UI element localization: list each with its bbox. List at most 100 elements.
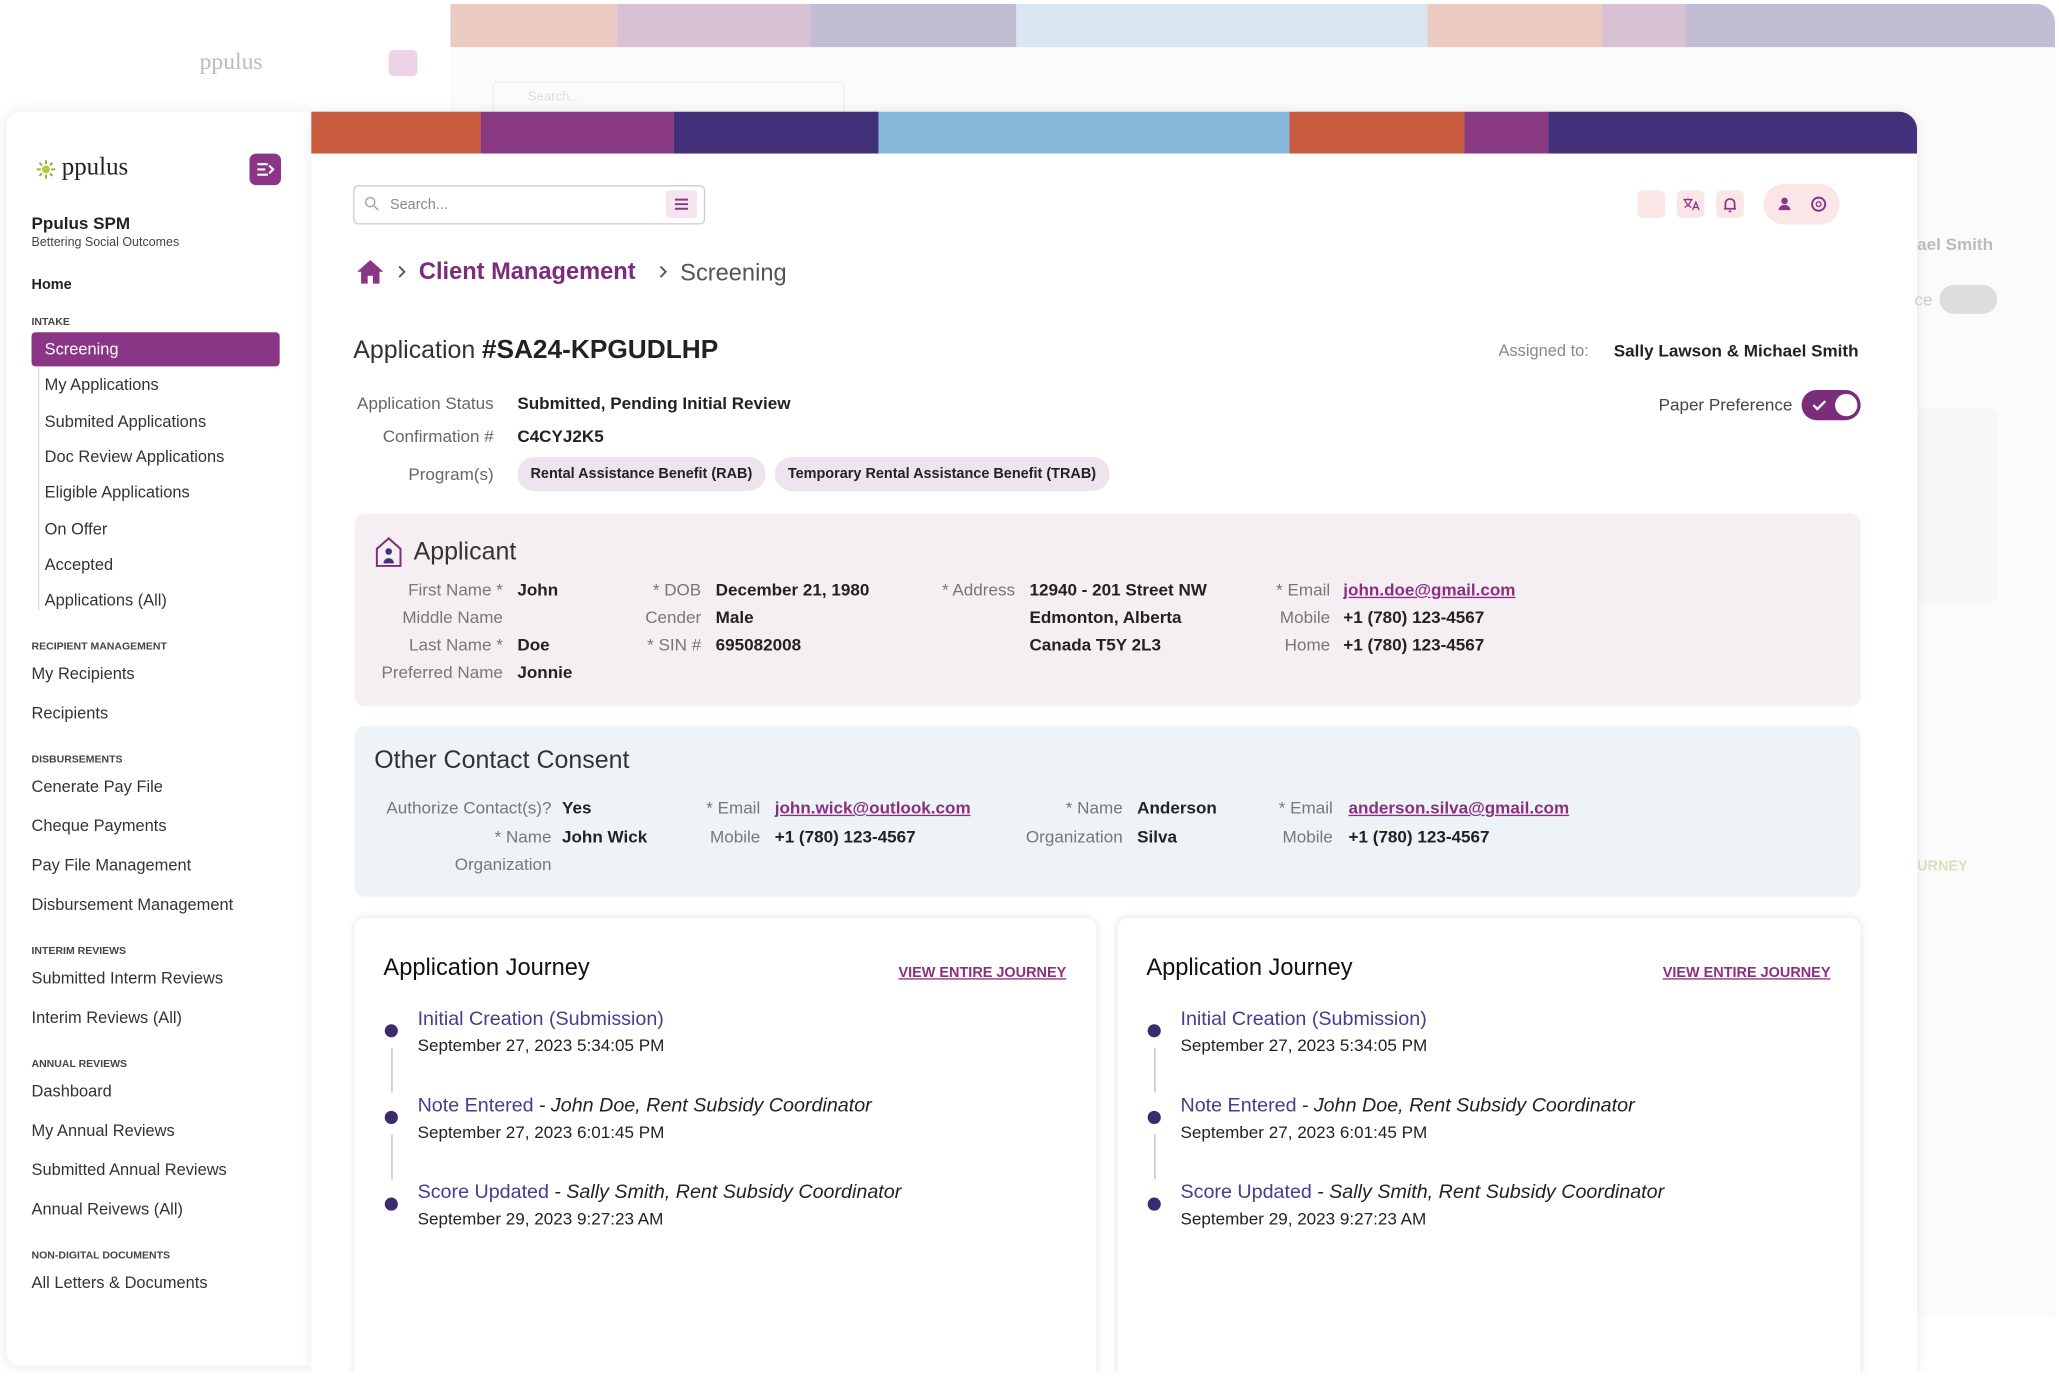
field-value: +1 (780) 123-4567 bbox=[1343, 634, 1485, 655]
nav-item[interactable]: My Applications bbox=[44, 375, 159, 395]
user-settings-icons bbox=[1778, 196, 1827, 212]
nav-item[interactable]: My Annual Reviews bbox=[31, 1121, 175, 1140]
nav-section-title: RECIPIENT MANAGEMENT bbox=[31, 640, 167, 653]
section-title: Other Contact Consent bbox=[374, 747, 630, 775]
field-value: Canada T5Y 2L3 bbox=[1029, 634, 1162, 655]
bg-logo: ppulus bbox=[199, 47, 263, 75]
bg-search: Search... bbox=[527, 89, 581, 105]
event-detail: - Sally Smith, Rent Subsidy Coordinator bbox=[1317, 1181, 1665, 1204]
timeline-line bbox=[1154, 1134, 1156, 1180]
application-label: Application bbox=[353, 336, 476, 365]
field-label: Program(s) bbox=[408, 464, 494, 484]
timeline-dot bbox=[1147, 1197, 1161, 1211]
nav-active bbox=[31, 332, 280, 367]
sidebar-toggle[interactable] bbox=[249, 153, 282, 186]
program-pill: Temporary Rental Assistance Benefit (TRA… bbox=[774, 456, 1110, 492]
translate-icon bbox=[1683, 198, 1700, 211]
field-label: * Name bbox=[494, 825, 552, 846]
user-settings-group[interactable] bbox=[1763, 183, 1840, 225]
field-value: +1 (780) 123-4567 bbox=[1348, 825, 1490, 846]
bg-color-bar bbox=[450, 3, 2056, 48]
field-value: +1 (780) 123-4567 bbox=[1343, 607, 1485, 628]
field-label: Organization bbox=[454, 854, 552, 874]
nav-item[interactable]: Submitted Annual Reviews bbox=[31, 1160, 227, 1180]
nav-item-active[interactable]: Screening bbox=[44, 340, 119, 359]
field-label: Cender bbox=[645, 607, 702, 628]
journey-event: Initial Creation (Submission) bbox=[418, 1008, 664, 1030]
bg-journey: URNEY bbox=[1917, 858, 1968, 875]
field-value: Edmonton, Alberta bbox=[1029, 607, 1182, 628]
nav-item[interactable]: Pay File Management bbox=[31, 856, 192, 875]
toggle-knob bbox=[1812, 393, 1858, 417]
event-name: Note Entered bbox=[1180, 1094, 1297, 1117]
journey-title: Application Journey bbox=[383, 953, 590, 981]
application-number: #SA24-KPGUDLHP bbox=[481, 335, 719, 365]
assigned-label: Assigned to: bbox=[1498, 341, 1589, 360]
event-name: Score Updated bbox=[1180, 1181, 1312, 1204]
field-label: Last Name * bbox=[408, 634, 503, 655]
journey-card bbox=[1117, 917, 1861, 1373]
timeline-dot bbox=[384, 1197, 398, 1211]
timeline-dot bbox=[384, 1024, 398, 1038]
field-label: Confirmation # bbox=[382, 426, 494, 446]
event-date: September 27, 2023 5:34:05 PM bbox=[1180, 1035, 1428, 1056]
application-title: Application #SA24-KPGUDLHP bbox=[353, 335, 718, 365]
nav-item[interactable]: My Recipients bbox=[31, 664, 135, 683]
field-label: Mobile bbox=[709, 825, 761, 846]
field-value: John Wick bbox=[562, 825, 648, 846]
timeline-line bbox=[391, 1134, 393, 1180]
field-label: Middle Name bbox=[402, 607, 503, 628]
journey-link[interactable]: VIEW ENTIRE JOURNEY bbox=[1662, 965, 1831, 981]
nav-item[interactable]: Disbursement Management bbox=[31, 895, 234, 915]
nav-item[interactable]: Submitted Interm Reviews bbox=[31, 969, 224, 988]
notification-button[interactable] bbox=[1716, 190, 1744, 218]
section-title: Applicant bbox=[413, 538, 517, 566]
search-box[interactable] bbox=[353, 185, 706, 225]
journey-event: Score Updated - Sally Smith, Rent Subsidy… bbox=[1180, 1181, 1664, 1203]
field-value: Yes bbox=[562, 797, 592, 818]
email-link[interactable]: john.doe@gmail.com bbox=[1343, 579, 1516, 600]
nav-item[interactable]: Cheque Payments bbox=[31, 816, 167, 836]
timeline-dot bbox=[1147, 1024, 1161, 1038]
breadcrumb-link[interactable]: Client Management bbox=[418, 258, 636, 285]
nav-item[interactable]: Interim Reviews (All) bbox=[31, 1008, 183, 1027]
nav-item[interactable]: Recipients bbox=[31, 703, 109, 723]
nav-item[interactable]: Eligible Applications bbox=[44, 483, 190, 502]
journey-link[interactable]: VIEW ENTIRE JOURNEY bbox=[898, 965, 1067, 981]
email-link[interactable]: anderson.silva@gmail.com bbox=[1348, 797, 1570, 818]
toggle-icon bbox=[257, 163, 275, 176]
field-value: Anderson bbox=[1137, 797, 1217, 818]
field-label: Preferred Name bbox=[381, 662, 503, 683]
timeline-line bbox=[1154, 1047, 1156, 1093]
nav-item[interactable]: Accepted bbox=[44, 555, 114, 574]
program-pill: Rental Assistance Benefit (RAB) bbox=[517, 456, 766, 492]
field-label: * DOB bbox=[652, 579, 702, 600]
home-icon[interactable] bbox=[356, 259, 385, 285]
org-name: Ppulus SPM bbox=[31, 213, 131, 234]
paper-toggle[interactable] bbox=[1801, 389, 1861, 421]
icon-button[interactable] bbox=[1637, 190, 1666, 218]
breadcrumb-current: Screening bbox=[680, 259, 787, 286]
bg-assigned: ael Smith bbox=[1917, 234, 1994, 255]
applicant-card bbox=[354, 513, 1861, 707]
nav-item[interactable]: On Offer bbox=[44, 519, 108, 538]
email-link[interactable]: john.wick@outlook.com bbox=[774, 797, 971, 818]
nav-section-title: NON-DIGITAL DOCUMENTS bbox=[31, 1249, 171, 1262]
journey-event: Note Entered - John Doe, Rent Subsidy Coo… bbox=[1180, 1094, 1634, 1116]
nav-rail bbox=[38, 367, 40, 611]
field-value: +1 (780) 123-4567 bbox=[774, 825, 916, 846]
nav-item[interactable]: Submited Applications bbox=[44, 411, 207, 431]
nav-item[interactable]: Dashboard bbox=[31, 1082, 112, 1101]
nav-item[interactable]: Doc Review Applications bbox=[44, 447, 225, 467]
filter-button[interactable] bbox=[665, 190, 698, 218]
nav-item[interactable]: Cenerate Pay File bbox=[31, 777, 163, 796]
search-placeholder: Search... bbox=[389, 196, 448, 213]
event-name: Initial Creation (Submission) bbox=[417, 1007, 664, 1031]
field-value: Jonnie bbox=[517, 662, 573, 683]
translate-button[interactable] bbox=[1676, 190, 1705, 218]
nav-home[interactable]: Home bbox=[31, 277, 72, 293]
nav-item[interactable]: Applications (All) bbox=[44, 591, 167, 610]
nav-item[interactable]: Annual Reivews (All) bbox=[31, 1200, 183, 1219]
event-date: September 27, 2023 6:01:45 PM bbox=[417, 1122, 665, 1142]
nav-item[interactable]: All Letters & Documents bbox=[31, 1273, 208, 1293]
